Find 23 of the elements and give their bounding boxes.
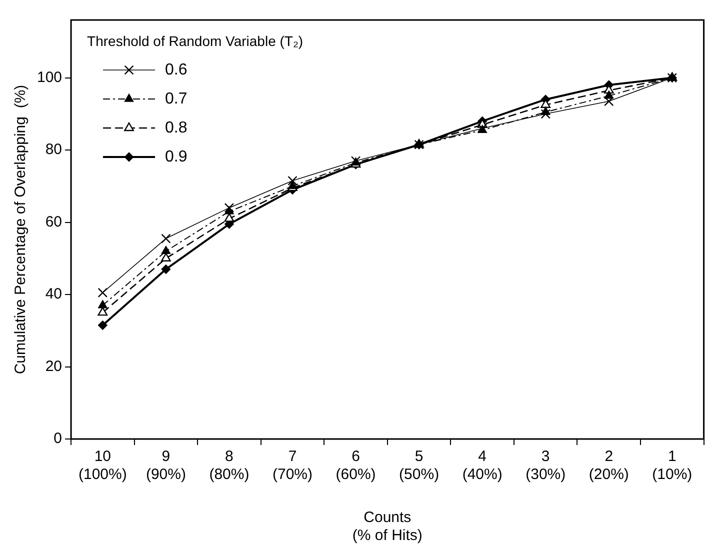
y-tick-label: 40 [45, 286, 62, 303]
x-tick-label: 9 (90%) [146, 448, 186, 484]
x-tick-label: 7 (70%) [272, 448, 313, 484]
legend-label: 0.7 [165, 90, 188, 108]
legend-label: 0.9 [165, 148, 188, 166]
y-tick-label: 60 [45, 213, 62, 230]
x-tick-label: 6 (60%) [336, 448, 376, 484]
y-tick-label: 100 [36, 68, 62, 86]
y-tick-label: 20 [45, 358, 62, 375]
x-tick-label: 10 (100%) [78, 448, 127, 484]
legend-label: 0.6 [165, 61, 188, 78]
x-tick-label: 2 (20%) [588, 448, 629, 484]
y-tick-label: 0 [54, 430, 62, 448]
y-axis-title: Cumulative Percentage of Overlapping (%) [12, 84, 30, 374]
x-tick-label: 5 (50%) [399, 448, 440, 484]
x-tick-label: 3 (30%) [526, 448, 566, 484]
y-tick-label: 80 [45, 141, 62, 158]
legend-label: 0.8 [165, 119, 188, 136]
x-axis-title: Counts (% of Hits) [352, 509, 422, 544]
legend-title: Threshold of Random Variable (T₂) [87, 32, 304, 49]
x-tick-label: 4 (40%) [462, 448, 502, 484]
x-tick-label: 1 (10%) [652, 448, 692, 484]
x-tick-label: 8 (80%) [209, 448, 250, 484]
